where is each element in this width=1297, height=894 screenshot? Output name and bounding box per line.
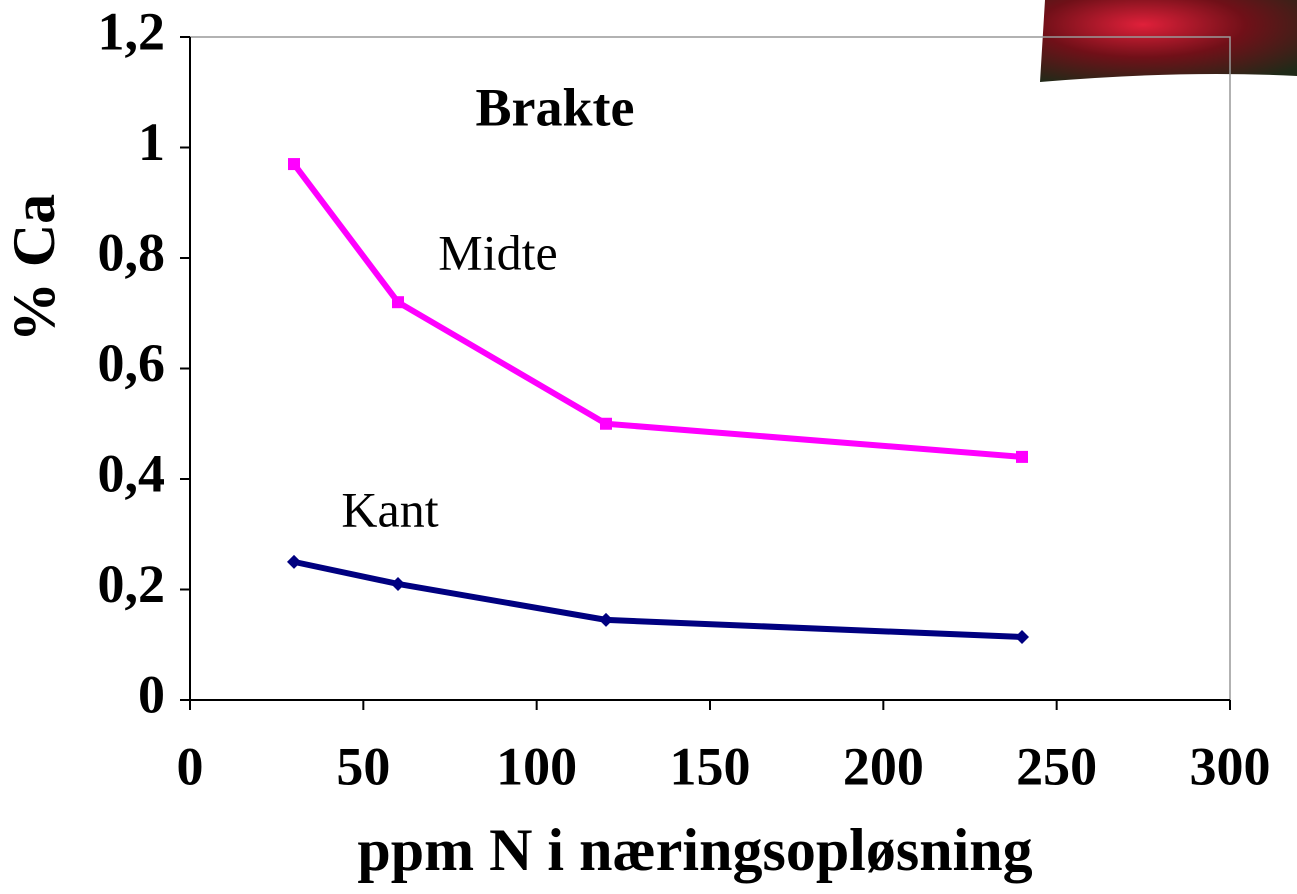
- photo: [1040, 0, 1297, 82]
- x-tick-label: 50: [336, 736, 390, 796]
- y-tick-label: 0,8: [98, 222, 166, 282]
- y-tick-label: 0,4: [98, 443, 166, 503]
- series-label: Midte: [438, 224, 557, 280]
- x-tick-label: 150: [670, 736, 751, 796]
- series-label: Kant: [341, 481, 438, 537]
- y-tick-label: 1: [138, 112, 165, 172]
- marker: [391, 576, 405, 591]
- series-line: [291, 162, 1023, 460]
- y-tick-label: 0,2: [98, 554, 166, 614]
- y-tick-label: 0,6: [98, 333, 166, 393]
- marker: [392, 296, 404, 309]
- x-tick-label: 200: [843, 736, 924, 796]
- series-line: [293, 558, 1023, 641]
- x-tick-label: 250: [1016, 736, 1097, 796]
- marker: [287, 554, 301, 569]
- chart-title: Brakte: [476, 77, 635, 137]
- y-tick-label: 0: [138, 664, 165, 724]
- marker: [600, 417, 612, 430]
- plot-frame: [189, 36, 1231, 701]
- x-tick-label: 0: [177, 736, 204, 796]
- x-tick-label: 100: [496, 736, 577, 796]
- marker: [1015, 630, 1029, 645]
- marker: [599, 612, 613, 627]
- x-tick-label: 300: [1190, 736, 1271, 796]
- marker: [1016, 450, 1028, 463]
- y-axis-title: % Ca: [1, 194, 67, 342]
- marker: [288, 158, 300, 171]
- y-tick-label: 1,2: [98, 1, 166, 61]
- x-axis-title: ppm N i næringsopløsning: [357, 817, 1032, 883]
